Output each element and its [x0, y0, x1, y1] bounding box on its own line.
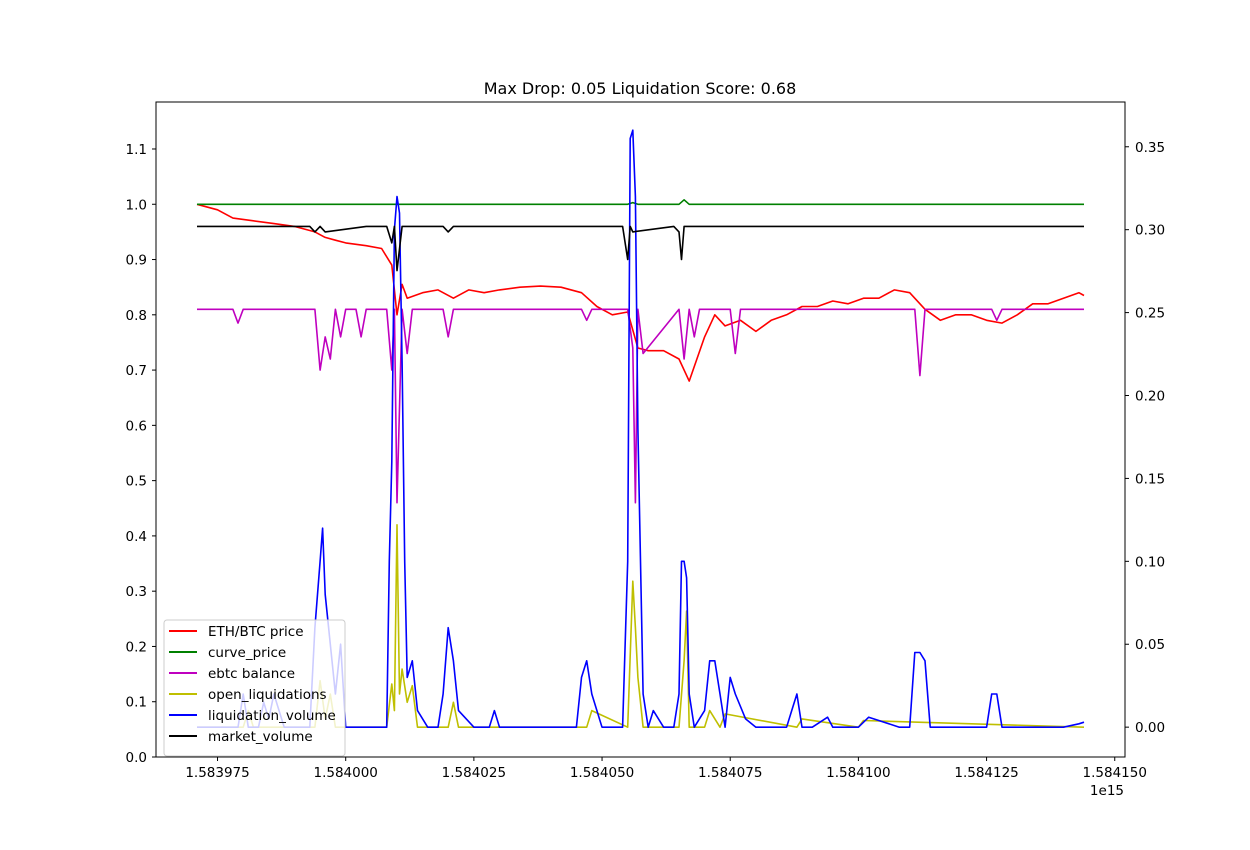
y-left-tick-label: 0.2 — [126, 639, 147, 655]
y-left-tick-label: 0.9 — [126, 253, 147, 269]
y-left-tick-label: 0.8 — [126, 308, 147, 324]
y-axis-right: 0.00 0.05 0.10 0.15 0.20 0.25 0.30 0.35 — [1125, 140, 1165, 736]
legend-box — [163, 619, 346, 757]
y-left-tick-label: 0.0 — [126, 750, 147, 766]
x-axis: 1.583975 1.584000 1.584025 1.584050 1.584075… — [185, 757, 1147, 781]
x-tick-label: 1.584050 — [570, 765, 634, 781]
legend-label: ebtc balance — [208, 666, 295, 682]
y-left-tick-label: 1.0 — [126, 197, 147, 213]
y-right-tick-label: 0.05 — [1135, 637, 1165, 653]
x-tick-label: 1.583975 — [185, 765, 249, 781]
x-tick-label: 1.584075 — [698, 765, 762, 781]
y-right-tick-label: 0.20 — [1135, 389, 1165, 405]
y-left-tick-label: 0.5 — [126, 474, 147, 490]
y-right-tick-label: 0.30 — [1135, 223, 1165, 239]
y-right-tick-label: 0.15 — [1135, 471, 1165, 487]
legend-label: market_volume — [208, 729, 313, 745]
y-left-tick-label: 1.1 — [126, 142, 147, 158]
x-tick-label: 1.584000 — [313, 765, 377, 781]
legend-label: liquidation_volume — [208, 708, 336, 724]
x-scale-label: 1e15 — [1090, 783, 1124, 799]
legend-label: open_liquidations — [208, 687, 327, 703]
x-tick-label: 1.584100 — [826, 765, 890, 781]
series-line-5 — [197, 225, 1084, 272]
y-left-tick-label: 0.6 — [126, 418, 147, 434]
legend-label: ETH/BTC price — [208, 624, 304, 640]
series-line-1 — [197, 199, 1084, 206]
y-right-tick-label: 0.25 — [1135, 306, 1165, 322]
y-right-tick-label: 0.35 — [1135, 140, 1165, 156]
y-left-tick-label: 0.7 — [126, 363, 147, 379]
legend-label: curve_price — [208, 645, 286, 661]
x-tick-label: 1.584025 — [442, 765, 506, 781]
y-left-tick-label: 0.3 — [126, 584, 147, 600]
y-left-tick-label: 0.4 — [126, 529, 147, 545]
series-line-2 — [197, 308, 1084, 504]
x-tick-label: 1.584125 — [954, 765, 1018, 781]
chart-title: Max Drop: 0.05 Liquidation Score: 0.68 — [484, 79, 797, 98]
y-right-tick-label: 0.10 — [1135, 554, 1165, 570]
series-line-0 — [196, 203, 1085, 382]
y-axis-left: 0.0 0.1 0.2 0.3 0.4 0.5 0.6 0.7 0.8 0.9 1.0 1.1 — [126, 142, 156, 766]
y-right-tick-label: 0.00 — [1135, 720, 1165, 736]
y-left-tick-label: 0.1 — [126, 695, 147, 711]
x-tick-label: 1.584150 — [1083, 765, 1147, 781]
plot-frame — [155, 101, 1126, 758]
